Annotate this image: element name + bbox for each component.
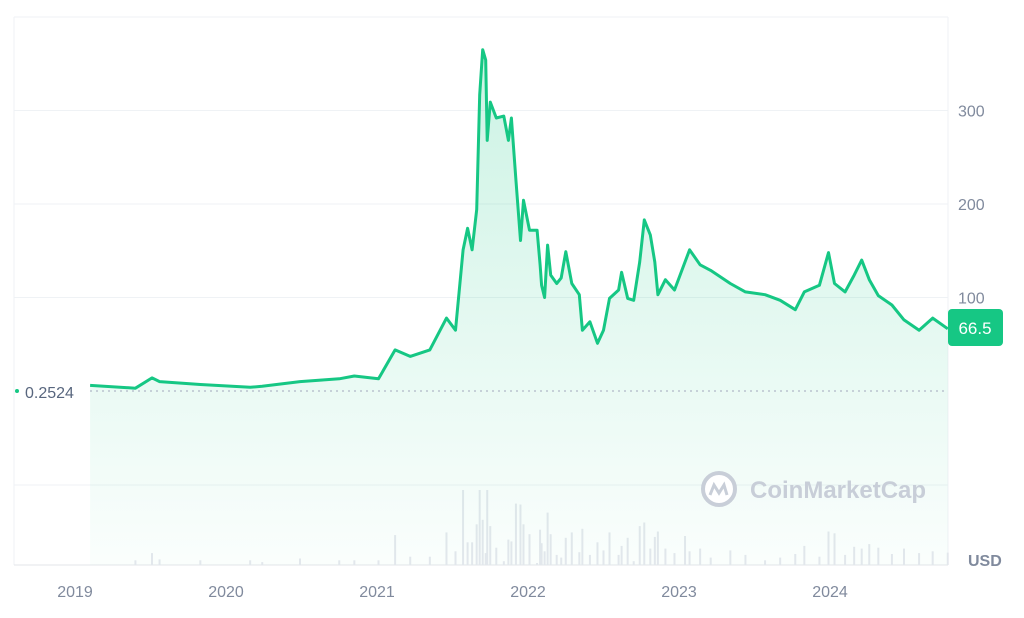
start-price-dot [15,389,19,393]
start-price-label: 0.2524 [25,385,74,402]
price-area [90,49,948,565]
x-tick-label: 2021 [359,584,395,601]
x-tick-label: 2022 [510,584,546,601]
watermark: CoinMarketCap [750,477,926,504]
y-tick-label: 100 [958,291,985,308]
current-price-tag: 66.5 [948,309,1003,346]
x-tick-label: 2020 [208,584,244,601]
y-tick-label: 300 [958,104,985,121]
currency-label: USD [968,553,1002,570]
x-tick-label: 2024 [812,584,848,601]
coinmarketcap-logo-icon [701,471,737,507]
x-tick-label: 2019 [57,584,93,601]
y-tick-label: 200 [958,197,985,214]
x-tick-label: 2023 [661,584,697,601]
current-price-label: 66.5 [958,319,991,338]
price-line [90,48,949,390]
